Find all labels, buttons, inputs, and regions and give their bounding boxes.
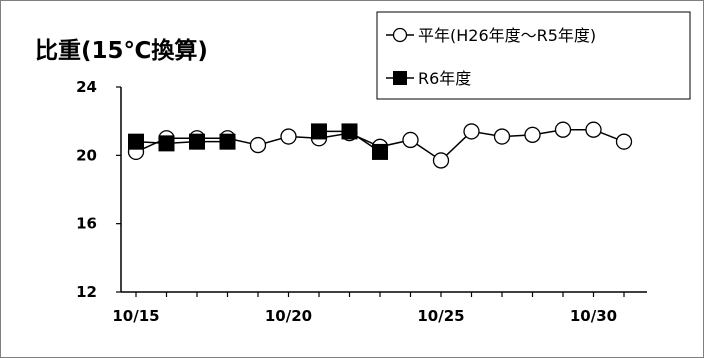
legend-marker-square [393,71,407,85]
data-point-circle [524,126,541,143]
legend-label-r6: R6年度 [418,69,471,88]
y-ticks: 12 16 20 24 [76,78,121,301]
legend-box [376,11,691,100]
x-tick-label: 10/20 [265,307,312,325]
data-point-circle [432,152,450,169]
series-layer [127,121,633,169]
legend: 平年(H26年度～R5年度) R6年度 [376,11,691,100]
data-point-circle [554,121,572,138]
x-tick-label: 10/30 [570,307,617,325]
series-2 [128,123,388,160]
data-point-circle [463,123,480,140]
series-line [135,140,228,145]
data-point-circle [280,128,297,145]
x-tick-label: 10/25 [417,307,464,325]
data-point-square [128,133,144,150]
x-ticks: 10/15 10/20 10/25 10/30 [112,292,625,325]
data-point-circle [249,136,267,154]
y-tick-label: 12 [76,283,97,301]
data-point-circle [615,133,633,150]
data-point-circle [493,128,511,145]
y-tick-label: 24 [76,78,97,96]
data-point-square [311,123,327,140]
legend-label-normal: 平年(H26年度～R5年度) [418,26,596,45]
data-point-circle [402,131,419,149]
data-point-square [158,135,175,152]
data-point-circle [585,121,602,138]
y-tick-label: 16 [76,215,97,233]
legend-marker-circle [392,27,408,43]
data-point-square [189,133,205,150]
data-point-square [372,143,388,160]
chart-title: 比重(15℃換算) [35,37,208,64]
data-point-square [341,123,358,140]
data-point-square [219,133,236,150]
y-tick-label: 20 [76,146,97,164]
x-tick-label: 10/15 [112,307,159,325]
